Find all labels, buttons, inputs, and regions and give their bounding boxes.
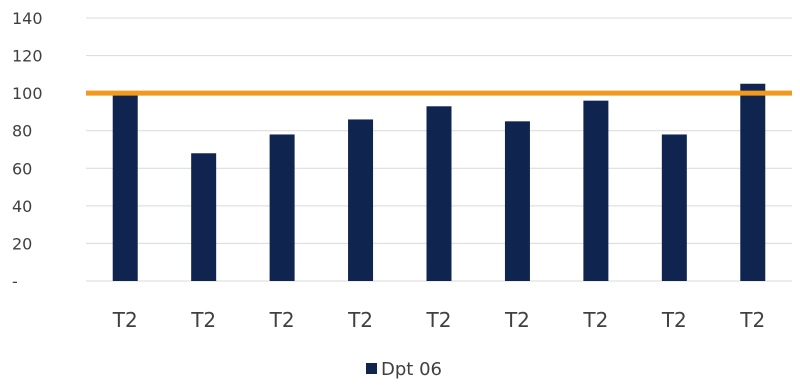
bar xyxy=(269,134,295,281)
bars xyxy=(112,83,766,282)
y-tick-label: 20 xyxy=(12,234,32,253)
x-category-label: T2 xyxy=(739,308,765,332)
bar xyxy=(740,83,766,281)
bar xyxy=(191,153,217,281)
y-tick-label: 60 xyxy=(12,159,32,178)
y-tick-label: - xyxy=(12,272,18,291)
y-tick-label: 40 xyxy=(12,197,32,216)
legend: Dpt 06 xyxy=(366,359,442,380)
legend-swatch xyxy=(366,363,377,374)
bar xyxy=(348,119,374,281)
y-tick-label: 100 xyxy=(12,84,43,103)
y-tick-label: 80 xyxy=(12,122,32,141)
x-category-label: T2 xyxy=(661,308,687,332)
y-tick-label: 140 xyxy=(12,9,43,28)
bar xyxy=(661,134,687,281)
x-axis-category-labels: T2 T2 T2 T2 T2 T2 T2 T2 T2 xyxy=(112,308,766,332)
bar xyxy=(583,100,609,282)
x-category-label: T2 xyxy=(269,308,295,332)
x-category-label: T2 xyxy=(504,308,530,332)
legend-label: Dpt 06 xyxy=(381,359,442,380)
bar xyxy=(426,106,452,282)
bar xyxy=(504,121,530,281)
y-axis-tick-labels: - 20 40 60 80 100 120 140 xyxy=(12,9,43,291)
x-category-label: T2 xyxy=(112,308,138,332)
bar xyxy=(112,93,138,282)
x-category-label: T2 xyxy=(426,308,452,332)
x-category-label: T2 xyxy=(347,308,373,332)
x-category-label: T2 xyxy=(190,308,216,332)
y-tick-label: 120 xyxy=(12,47,43,66)
x-category-label: T2 xyxy=(582,308,608,332)
